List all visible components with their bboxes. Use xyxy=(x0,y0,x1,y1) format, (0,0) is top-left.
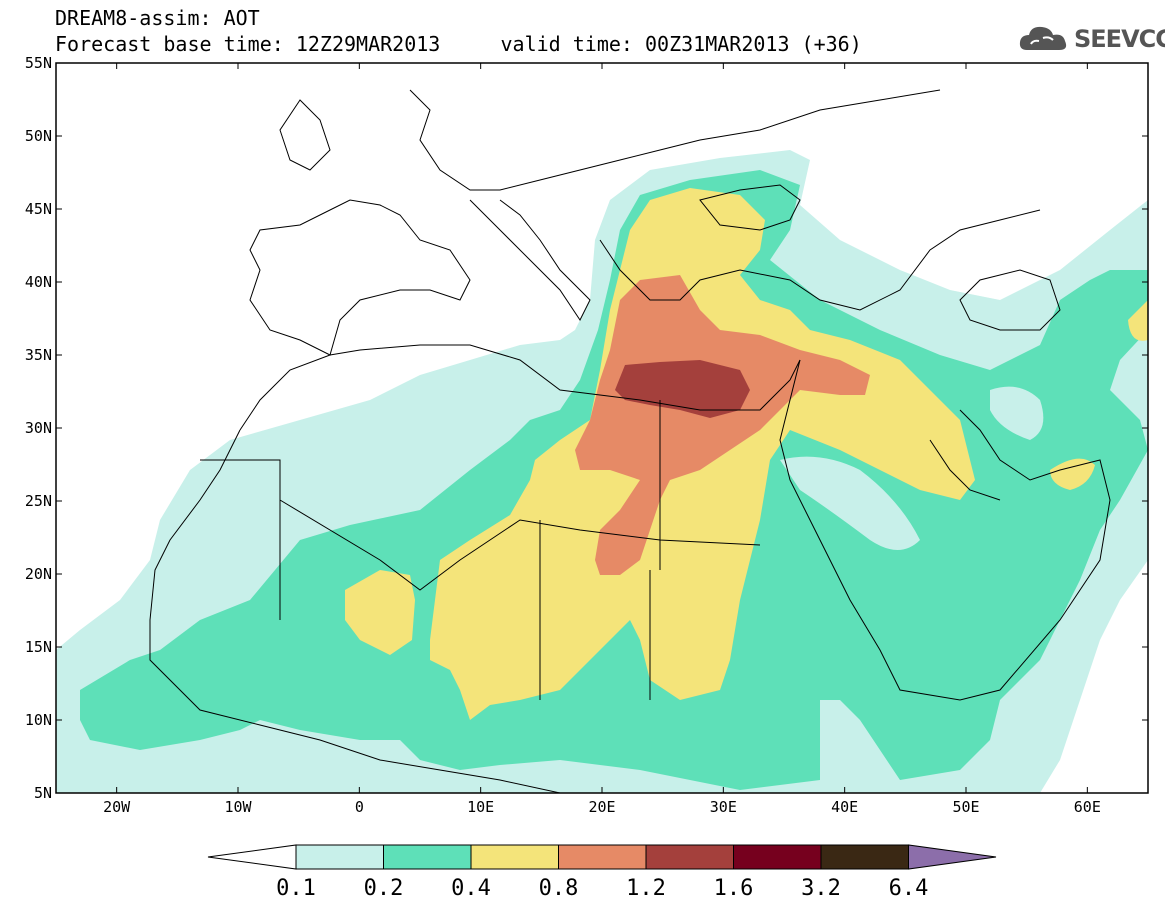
colorbar-segment xyxy=(558,844,647,870)
lon-tick-label: 10W xyxy=(224,798,252,816)
aot-band-1.2 xyxy=(615,360,750,418)
colorbar-segment xyxy=(820,844,909,870)
colorbar-segment xyxy=(295,844,384,870)
lat-tick-label: 40N xyxy=(25,273,52,291)
longitude-axis: 20W 10W 0 10E 20E 30E 40E 50E 60E xyxy=(103,63,1101,816)
seevccc-logo: SEEVCCC xyxy=(1017,22,1165,58)
lat-tick-label: 35N xyxy=(25,346,52,364)
lat-tick-label: 50N xyxy=(25,127,52,145)
forecast-time-subtitle: Forecast base time: 12Z29MAR2013 valid t… xyxy=(55,32,862,56)
lon-tick-label: 30E xyxy=(710,798,737,816)
colorbar-label: 0.4 xyxy=(451,876,491,901)
latitude-axis: 55N 50N 45N 40N 35N 30N 25N 20N 15N 10N 5N xyxy=(25,54,1148,802)
lon-tick-label: 50E xyxy=(952,798,979,816)
lon-tick-label: 10E xyxy=(467,798,494,816)
lon-tick-label: 20W xyxy=(103,798,131,816)
lat-tick-label: 5N xyxy=(34,784,52,802)
colorbar-label: 0.1 xyxy=(276,876,316,901)
lat-tick-label: 15N xyxy=(25,638,52,656)
colorbar-segment xyxy=(645,844,734,870)
lon-tick-label: 60E xyxy=(1074,798,1101,816)
colorbar-segment xyxy=(470,844,559,870)
lon-tick-label: 20E xyxy=(588,798,615,816)
aot-band-0.8 xyxy=(575,275,870,575)
colorbar-label: 0.8 xyxy=(539,876,579,901)
colorbar-segment xyxy=(383,844,472,870)
colorbar-label: 6.4 xyxy=(889,876,929,901)
colorbar-label: 0.2 xyxy=(364,876,404,901)
lat-tick-label: 30N xyxy=(25,419,52,437)
coastlines xyxy=(149,89,1111,793)
lon-tick-label: 0 xyxy=(355,798,364,816)
cloud-icon xyxy=(1019,26,1067,50)
lat-tick-label: 45N xyxy=(25,200,52,218)
map-title: DREAM8-assim: AOT xyxy=(55,6,260,30)
lat-tick-label: 55N xyxy=(25,54,52,72)
logo-text: SEEVCCC xyxy=(1074,25,1165,53)
colorbar: 0.1 0.2 0.4 0.8 1.2 1.6 3.2 6.4 xyxy=(207,844,997,901)
colorbar-under-arrow xyxy=(207,844,297,870)
lat-tick-label: 20N xyxy=(25,565,52,583)
lat-tick-label: 25N xyxy=(25,492,52,510)
colorbar-label: 3.2 xyxy=(801,876,841,901)
colorbar-label: 1.6 xyxy=(714,876,754,901)
colorbar-label: 1.2 xyxy=(626,876,666,901)
colorbar-segment xyxy=(733,844,822,870)
colorbar-over-arrow xyxy=(908,844,997,870)
lon-tick-label: 40E xyxy=(831,798,858,816)
lat-tick-label: 10N xyxy=(25,711,52,729)
